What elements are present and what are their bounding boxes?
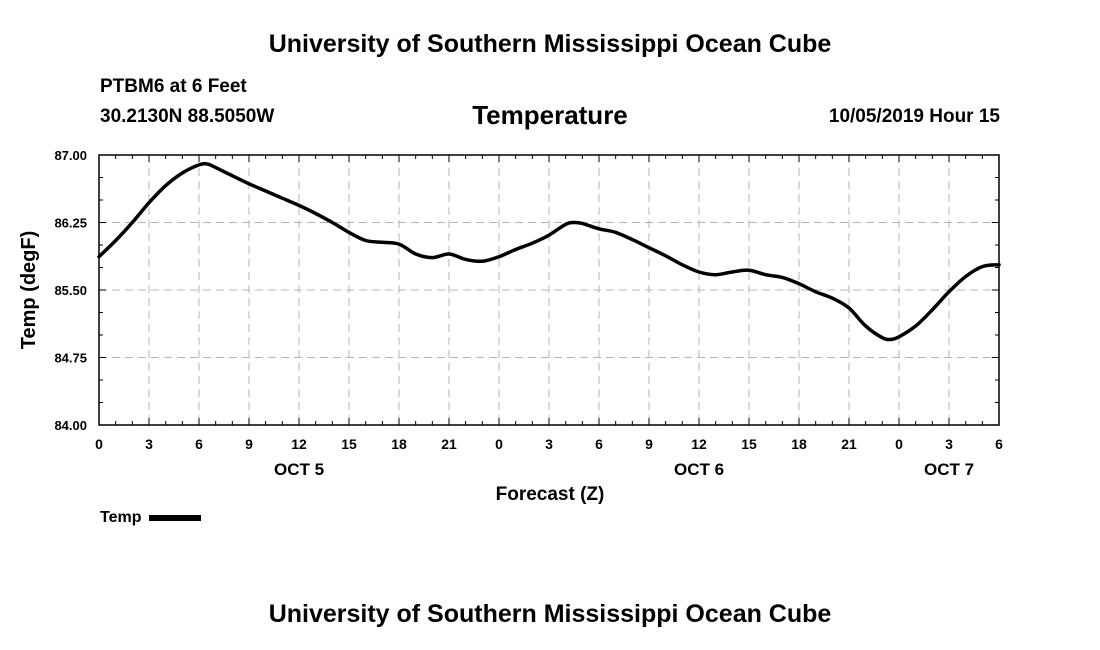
legend: Temp [100, 509, 202, 527]
x-tick-label: 18 [391, 436, 407, 452]
station-label: PTBM6 at 6 Feet [100, 76, 247, 97]
x-tick-label: 12 [691, 436, 707, 452]
org-title-bottom: University of Southern Mississippi Ocean… [268, 600, 832, 628]
x-tick-label: 18 [791, 436, 807, 452]
plot-frame [98, 154, 1000, 426]
x-tick-label: 0 [95, 436, 103, 452]
series-layer [97, 161, 1001, 342]
x-tick-label: 21 [841, 436, 857, 452]
grid-lines [99, 155, 999, 425]
x-axis-label: Forecast (Z) [496, 484, 605, 505]
legend-label: Temp [100, 509, 142, 526]
y-tick-label: 85.50 [54, 283, 87, 298]
y-tick-label: 87.00 [54, 148, 87, 163]
tick-labels: 0 3 6 9 12 15 18 21 0 3 6 9 12 15 18 21 0 3 6 84.00 84.75 85.… [54, 148, 1003, 479]
series-line-temp [97, 161, 1001, 342]
x-tick-label: 21 [441, 436, 457, 452]
x-tick-label: 9 [645, 436, 653, 452]
legend-line-swatch [149, 515, 202, 521]
y-tick-label: 84.75 [54, 351, 87, 366]
x-tick-label: 3 [545, 436, 553, 452]
x-tick-label: 15 [341, 436, 357, 452]
chart-title: Temperature [472, 100, 628, 130]
y-axis-label: Temp (degF) [18, 231, 40, 350]
x-tick-label: 3 [945, 436, 953, 452]
x-tick-label: 0 [495, 436, 503, 452]
org-title-top: University of Southern Mississippi Ocean… [268, 30, 832, 58]
y-tick-label: 84.00 [54, 418, 87, 433]
coordinates-label: 30.2130N 88.5050W [100, 106, 275, 127]
x-tick-label: 0 [895, 436, 903, 452]
x-tick-label: 9 [245, 436, 253, 452]
x-tick-label: 15 [741, 436, 757, 452]
x-tick-label: 3 [145, 436, 153, 452]
x-tick-label: 6 [995, 436, 1003, 452]
x-tick-label: 12 [291, 436, 307, 452]
timestamp-label: 10/05/2019 Hour 15 [828, 106, 1000, 127]
date-label: OCT 7 [924, 460, 974, 479]
date-label: OCT 5 [274, 460, 324, 479]
y-tick-label: 86.25 [54, 216, 87, 231]
x-tick-label: 6 [195, 436, 203, 452]
x-tick-label: 6 [595, 436, 603, 452]
date-label: OCT 6 [674, 460, 724, 479]
